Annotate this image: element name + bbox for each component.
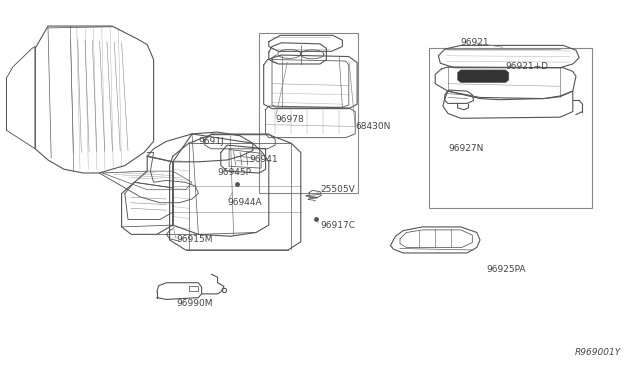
Text: 9691J: 9691J xyxy=(198,137,224,146)
Text: 68430N: 68430N xyxy=(355,122,390,131)
Text: 96925PA: 96925PA xyxy=(486,265,526,274)
Text: 96921+D: 96921+D xyxy=(506,62,548,71)
Text: 96990M: 96990M xyxy=(176,299,212,308)
Text: 96915M: 96915M xyxy=(176,235,212,244)
Bar xyxy=(189,286,198,291)
Polygon shape xyxy=(458,70,509,83)
Bar xyxy=(259,33,358,193)
Text: 96917C: 96917C xyxy=(320,221,355,230)
Text: 96941: 96941 xyxy=(250,155,278,164)
Text: 96944A: 96944A xyxy=(227,198,262,207)
Text: 96921: 96921 xyxy=(461,38,490,47)
Text: 96945P: 96945P xyxy=(218,169,252,177)
Bar xyxy=(429,48,592,208)
Text: R969001Y: R969001Y xyxy=(575,348,621,357)
Text: 96978: 96978 xyxy=(275,115,304,124)
Text: 96927N: 96927N xyxy=(448,144,483,153)
Text: 25505V: 25505V xyxy=(320,185,355,194)
